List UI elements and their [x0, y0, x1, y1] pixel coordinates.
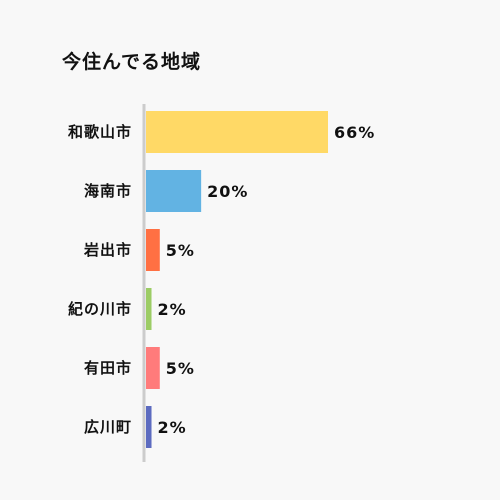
category-label: 和歌山市 [68, 123, 132, 141]
bar [146, 229, 160, 271]
bar [146, 111, 328, 153]
category-label: 海南市 [84, 182, 132, 200]
bar [146, 406, 152, 448]
bar [146, 288, 152, 330]
data-label: 2% [158, 300, 187, 319]
category-label: 有田市 [84, 359, 132, 377]
bars-group: 和歌山市 66% 海南市 20% 岩出市 5% 紀の川市 2% 有田市 5% 広川町 2% [68, 111, 375, 448]
data-label: 2% [158, 418, 187, 437]
data-label: 5% [166, 241, 195, 260]
data-label: 20% [207, 182, 248, 201]
data-label: 5% [166, 359, 195, 378]
category-label: 岩出市 [83, 241, 132, 259]
category-label: 紀の川市 [68, 300, 132, 318]
bar [146, 170, 202, 212]
bar [146, 347, 160, 389]
chart-title: 今住んでる地域 [61, 50, 201, 73]
category-label: 広川町 [84, 418, 132, 436]
data-label: 66% [334, 123, 375, 142]
